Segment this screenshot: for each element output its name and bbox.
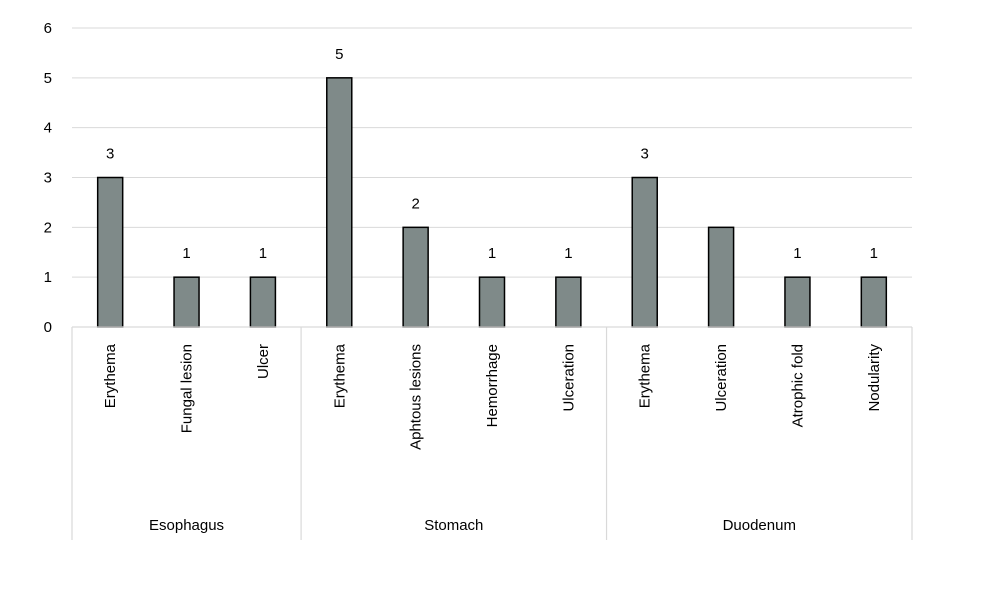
y-tick-label: 3 <box>44 170 52 187</box>
x-category-label: Ulcer <box>255 344 272 379</box>
x-category-label: Erythema <box>331 343 348 408</box>
bar <box>784 276 811 328</box>
y-tick-label: 1 <box>44 269 52 286</box>
data-label: 1 <box>182 245 190 262</box>
x-category-label: Ulceration <box>560 344 577 412</box>
x-category-label: Ulceration <box>713 344 730 412</box>
data-label: 1 <box>488 245 496 262</box>
data-label: 1 <box>564 245 572 262</box>
bar <box>555 276 582 328</box>
x-category-label: Fungal lesion <box>179 344 196 433</box>
data-label: 3 <box>641 146 649 163</box>
data-label: 1 <box>793 245 801 262</box>
x-category-label: Hemorrhage <box>484 344 501 427</box>
x-category-label: Erythema <box>637 343 654 408</box>
y-tick-label: 6 <box>44 20 52 37</box>
x-category-label: Nodularity <box>866 344 883 412</box>
bar <box>631 176 658 328</box>
x-category-label: Aphtous lesions <box>408 344 425 450</box>
bar <box>173 276 200 328</box>
bar <box>478 276 506 328</box>
x-group-label: Esophagus <box>149 517 224 534</box>
gridlines <box>72 27 912 278</box>
bar <box>326 77 353 328</box>
data-label: 2 <box>411 195 419 212</box>
bar <box>707 226 735 328</box>
bar <box>402 226 429 328</box>
x-axis: Erythema Fungal lesion Ulcer Erythema Aphtou… <box>71 326 913 540</box>
data-labels: 3 1 1 5 2 1 1 3 1 1 <box>106 46 878 262</box>
x-group-label: Duodenum <box>723 517 796 534</box>
data-label: 3 <box>106 146 114 163</box>
x-category-label: Erythema <box>102 343 119 408</box>
bars <box>96 77 888 328</box>
x-group-label: Stomach <box>424 517 483 534</box>
x-category-label: Atrophic fold <box>789 344 806 427</box>
y-tick-label: 5 <box>44 70 52 87</box>
y-tick-label: 2 <box>44 219 52 236</box>
bar <box>860 276 888 328</box>
data-label: 1 <box>870 245 878 262</box>
y-tick-label: 0 <box>44 319 52 336</box>
bar <box>249 276 277 328</box>
y-tick-label: 4 <box>44 120 52 137</box>
data-label: 5 <box>335 46 343 63</box>
bar <box>96 176 124 328</box>
data-label: 1 <box>259 245 267 262</box>
y-axis-tick-labels: 0 1 2 3 4 5 6 <box>44 20 52 336</box>
